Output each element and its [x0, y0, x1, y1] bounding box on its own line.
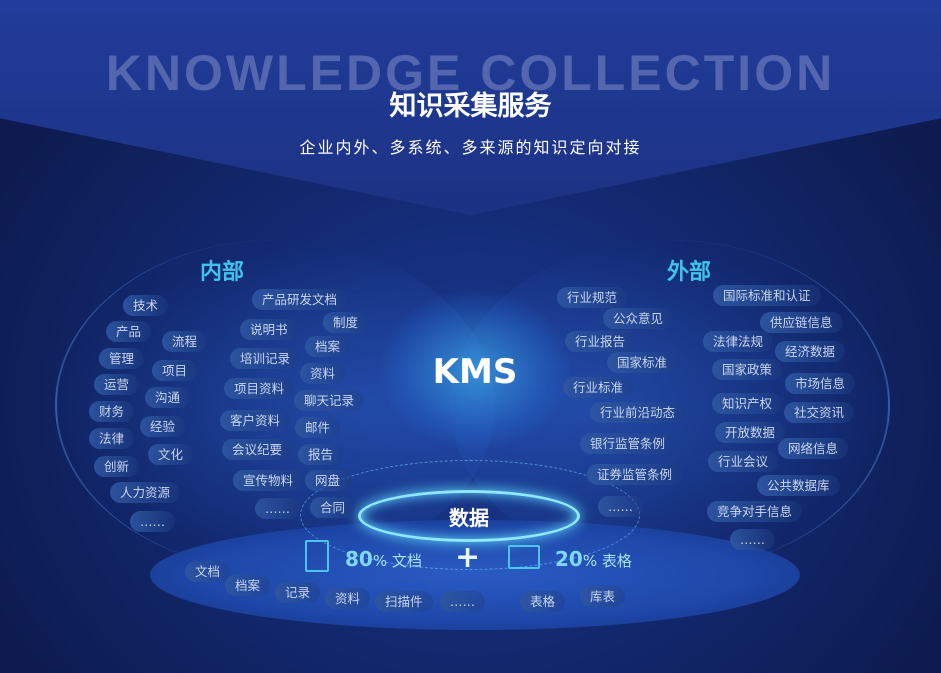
page-subtitle: 企业内外、多系统、多来源的知识定向对接 — [299, 138, 642, 157]
source-tag-internal-inner: 会议纪要 — [222, 439, 293, 460]
internal-heading: 内部 — [200, 260, 245, 285]
source-tag-external-inner: 银行监管条例 — [580, 433, 676, 454]
source-tag-external-inner: 公众意见 — [603, 308, 674, 329]
source-tag-external-outer: 经济数据 — [775, 341, 846, 362]
plus-sign: + — [455, 540, 481, 575]
stat-value: 20 — [555, 547, 583, 571]
source-tag-bottom: 档案 — [225, 575, 271, 596]
stat-unit: % — [372, 552, 388, 570]
source-tag-internal-inner: 培训记录 — [230, 348, 301, 369]
source-tag-internal-inner: 项目资料 — [224, 378, 295, 399]
source-tag-external-inner: 行业规范 — [557, 287, 628, 308]
source-tag-internal-inner: 档案 — [305, 336, 351, 357]
source-tag-internal-inner: 邮件 — [295, 417, 341, 438]
kms-label: KMS — [432, 352, 518, 392]
source-tag-internal-outer: 创新 — [94, 456, 140, 477]
data-label: 数据 — [449, 506, 489, 530]
source-tag-internal-inner: 说明书 — [240, 319, 298, 340]
source-tag-internal-outer: 沟通 — [145, 387, 191, 408]
stat-label: 表格 — [601, 552, 632, 570]
source-tag-external-outer: 供应链信息 — [760, 312, 843, 333]
source-tag-internal-outer: 管理 — [99, 348, 145, 369]
source-tag-bottom: 表格 — [520, 591, 566, 612]
source-tag-internal-outer: 运营 — [94, 374, 140, 395]
stat-tables: 20% 表格 — [555, 547, 632, 571]
source-tag-external-outer: 开放数据 — [715, 422, 786, 443]
source-tag-internal-inner: 宣传物料 — [233, 470, 304, 491]
source-tag-bottom: 扫描件 — [375, 591, 433, 612]
source-tag-internal-inner: 聊天记录 — [294, 390, 365, 411]
source-tag-bottom: 库表 — [580, 586, 626, 607]
source-tag-internal-outer: 技术 — [123, 295, 169, 316]
source-tag-external-outer: 竞争对手信息 — [707, 501, 803, 522]
source-tag-bottom: 资料 — [325, 588, 371, 609]
source-tag-internal-inner: 产品研发文档 — [252, 289, 348, 310]
source-tag-external-inner: 行业报告 — [565, 331, 636, 352]
source-tag-external-outer: …… — [730, 529, 775, 550]
source-tag-external-outer: 国际标准和认证 — [713, 285, 821, 306]
source-tag-internal-outer: 文化 — [148, 444, 194, 465]
stat-unit: % — [582, 552, 598, 570]
source-tag-external-inner: 行业前沿动态 — [590, 402, 686, 423]
source-tag-internal-outer: 经验 — [140, 416, 186, 437]
source-tag-internal-inner: …… — [255, 498, 300, 519]
source-tag-external-inner: 证券监管条例 — [587, 464, 683, 485]
source-tag-internal-outer: 项目 — [152, 360, 198, 381]
source-tag-internal-inner: 客户资料 — [220, 410, 291, 431]
source-tag-internal-outer: 流程 — [162, 331, 208, 352]
source-tag-external-outer: 社交资讯 — [784, 402, 855, 423]
orbit-ring — [300, 460, 640, 570]
source-tag-internal-outer: 法律 — [89, 428, 135, 449]
source-tag-bottom: …… — [440, 591, 485, 612]
source-tag-external-outer: 市场信息 — [785, 373, 856, 394]
source-tag-external-outer: 公共数据库 — [757, 475, 840, 496]
source-tag-internal-inner: 网盘 — [305, 470, 351, 491]
source-tag-internal-inner: 制度 — [323, 312, 369, 333]
source-tag-external-outer: 网络信息 — [778, 438, 849, 459]
source-tag-bottom: 文档 — [185, 561, 231, 582]
source-tag-internal-outer: …… — [130, 511, 175, 532]
stat-label: 文档 — [391, 552, 422, 570]
source-tag-internal-outer: 财务 — [89, 401, 135, 422]
source-tag-internal-outer: 产品 — [106, 321, 152, 342]
source-tag-external-outer: 法律法规 — [703, 331, 774, 352]
page-title: 知识采集服务 — [389, 91, 552, 122]
source-tag-external-inner: …… — [598, 496, 643, 517]
data-ring — [358, 490, 580, 542]
source-tag-external-inner: 行业标准 — [563, 377, 634, 398]
source-tag-internal-inner: 合同 — [310, 497, 356, 518]
source-tag-external-inner: 国家标准 — [607, 352, 678, 373]
stat-documents: 80% 文档 — [345, 547, 422, 571]
stat-value: 80 — [345, 547, 373, 571]
document-icon — [305, 540, 329, 572]
source-tag-internal-inner: 报告 — [298, 444, 344, 465]
brain-icon — [380, 290, 570, 450]
table-chart-icon — [508, 545, 540, 569]
external-heading: 外部 — [667, 260, 712, 285]
source-tag-bottom: 记录 — [275, 582, 321, 603]
source-tag-internal-outer: 人力资源 — [110, 482, 181, 503]
source-tag-external-outer: 行业会议 — [708, 451, 779, 472]
watermark-text: KNOWLEDGE COLLECTION — [105, 45, 836, 101]
source-tag-internal-inner: 资料 — [300, 363, 346, 384]
source-tag-external-outer: 知识产权 — [712, 393, 783, 414]
source-tag-external-outer: 国家政策 — [712, 359, 783, 380]
